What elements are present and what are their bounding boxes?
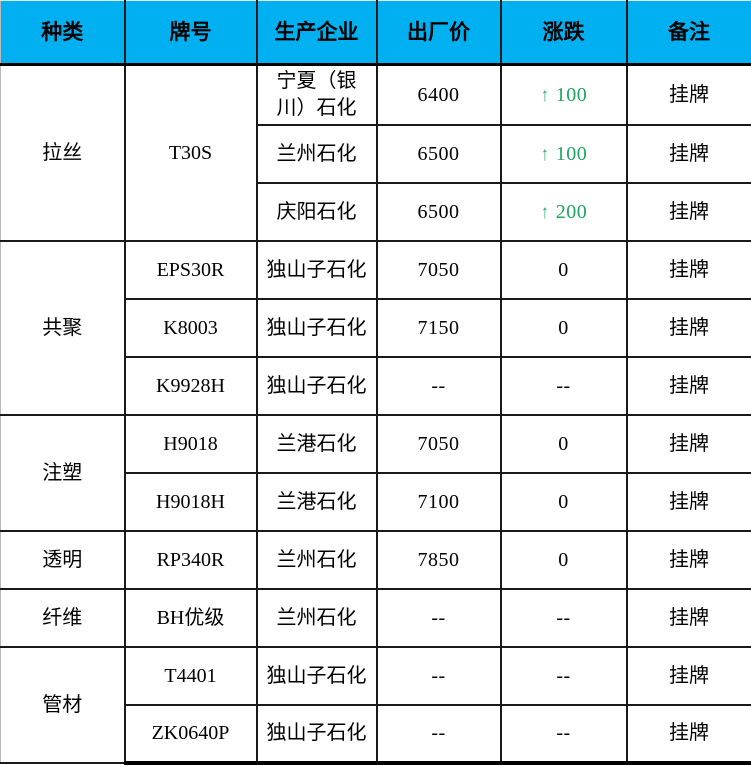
cell-price: 7100 (375, 472, 502, 532)
table-row: K9928H 独山子石化 -- -- 挂牌 (1, 356, 751, 416)
cell-change: 0 (499, 298, 628, 358)
table-row: K8003 独山子石化 7150 0 挂牌 (1, 298, 751, 358)
table-row: 庆阳石化 6500 ↑ 200 挂牌 (1, 182, 751, 242)
cell-note: 挂牌 (625, 240, 751, 300)
cell-category: 透明 (0, 530, 126, 590)
cell-grade: H9018 (123, 414, 258, 474)
cell-change: 0 (499, 530, 628, 590)
cell-producer: 独山子石化 (255, 240, 378, 300)
cell-producer: 兰港石化 (255, 472, 378, 532)
cell-category: 共聚 (0, 240, 126, 416)
cell-price: 7150 (375, 298, 502, 358)
cell-producer: 宁夏（银川）石化 (255, 63, 378, 126)
cell-change: ↑ 200 (499, 182, 628, 242)
price-change-up: ↑ 100 (540, 84, 588, 106)
cell-change: 0 (499, 240, 628, 300)
cell-grade: RP340R (123, 530, 258, 590)
table-row: ZK0640P 独山子石化 -- -- 挂牌 (1, 704, 751, 765)
column-header-change: 涨跌 (499, 0, 628, 66)
table-row: 管材 T4401 独山子石化 -- -- 挂牌 (0, 646, 751, 764)
cell-grade: EPS30R (123, 240, 258, 300)
cell-note: 挂牌 (625, 356, 751, 416)
cell-grade: K9928H (124, 356, 258, 416)
cell-producer: 庆阳石化 (256, 182, 378, 242)
price-change-up: ↑ 100 (540, 143, 588, 165)
cell-price: -- (375, 356, 502, 416)
cell-change: -- (499, 646, 628, 706)
cell-producer: 兰州石化 (256, 124, 378, 184)
cell-producer: 兰港石化 (255, 414, 378, 474)
up-arrow-icon: ↑ (540, 84, 549, 106)
cell-note: 挂牌 (625, 182, 751, 242)
price-table-header: 种类 牌号 生产企业 出厂价 涨跌 备注 (0, 0, 751, 66)
cell-price: 6500 (375, 124, 502, 184)
cell-producer: 独山子石化 (255, 356, 378, 416)
cell-grade: BH优级 (123, 588, 258, 648)
cell-producer: 独山子石化 (255, 298, 378, 358)
header-row: 种类 牌号 生产企业 出厂价 涨跌 备注 (0, 0, 751, 66)
change-value: 100 (555, 83, 588, 106)
cell-producer: 兰州石化 (255, 530, 378, 590)
cell-change: ↑ 100 (499, 124, 628, 184)
cell-price: 7050 (375, 414, 502, 474)
cell-change: 0 (499, 472, 628, 532)
cell-category: 注塑 (0, 414, 126, 532)
cell-producer: 独山子石化 (255, 646, 378, 706)
table-row: 兰州石化 6500 ↑ 100 挂牌 (1, 124, 751, 184)
cell-category: 管材 (0, 646, 126, 764)
table-row: 透明 RP340R 兰州石化 7850 0 挂牌 (0, 530, 751, 590)
cell-price: 7850 (375, 530, 502, 590)
cell-note: 挂牌 (625, 298, 751, 358)
cell-price: -- (375, 646, 502, 706)
table-row: H9018H 兰港石化 7100 0 挂牌 (1, 472, 751, 532)
cell-grade: T4401 (123, 646, 258, 706)
change-value: 200 (555, 200, 588, 223)
cell-price: 6400 (375, 63, 502, 126)
cell-price: 6500 (375, 182, 502, 242)
cell-producer: 兰州石化 (255, 588, 378, 648)
cell-note: 挂牌 (625, 588, 751, 648)
cell-change: -- (499, 588, 628, 648)
cell-note: 挂牌 (625, 704, 751, 765)
cell-note: 挂牌 (625, 124, 751, 184)
table-row: 共聚 EPS30R 独山子石化 7050 0 挂牌 (0, 240, 751, 416)
cell-change: -- (499, 356, 628, 416)
cell-grade: K8003 (124, 298, 258, 358)
cell-change: -- (499, 704, 628, 765)
price-change-up: ↑ 200 (540, 201, 588, 223)
up-arrow-icon: ↑ (540, 143, 549, 165)
cell-price: 7050 (375, 240, 502, 300)
cell-grade: ZK0640P (124, 704, 258, 765)
cell-grade: T30S (123, 63, 258, 242)
cell-grade: H9018H (124, 472, 258, 532)
column-header-note: 备注 (625, 0, 751, 66)
table-row: 纤维 BH优级 兰州石化 -- -- 挂牌 (0, 588, 751, 648)
table-row: 注塑 H9018 兰港石化 7050 0 挂牌 (0, 414, 751, 532)
cell-producer: 独山子石化 (255, 704, 378, 765)
cell-price: -- (375, 704, 502, 765)
cell-category: 纤维 (0, 588, 126, 648)
column-header-price: 出厂价 (375, 0, 502, 66)
table-row: 拉丝 T30S 宁夏（银川）石化 6400 ↑ 100 挂牌 (0, 63, 751, 242)
cell-change: 0 (499, 414, 628, 474)
column-header-grade: 牌号 (123, 0, 258, 66)
column-header-category: 种类 (0, 0, 126, 66)
cell-note: 挂牌 (625, 63, 751, 126)
cell-category: 拉丝 (0, 63, 126, 242)
price-table-body: 拉丝 T30S 宁夏（银川）石化 6400 ↑ 100 挂牌 兰州石化 6500 ↑ 100 挂牌 庆阳… (0, 63, 751, 765)
cell-note: 挂牌 (625, 414, 751, 474)
cell-price: -- (375, 588, 502, 648)
change-value: 100 (555, 142, 588, 165)
cell-change: ↑ 100 (499, 63, 628, 126)
up-arrow-icon: ↑ (540, 201, 549, 223)
cell-note: 挂牌 (625, 646, 751, 706)
column-header-producer: 生产企业 (255, 0, 378, 66)
cell-note: 挂牌 (625, 472, 751, 532)
cell-note: 挂牌 (625, 530, 751, 590)
